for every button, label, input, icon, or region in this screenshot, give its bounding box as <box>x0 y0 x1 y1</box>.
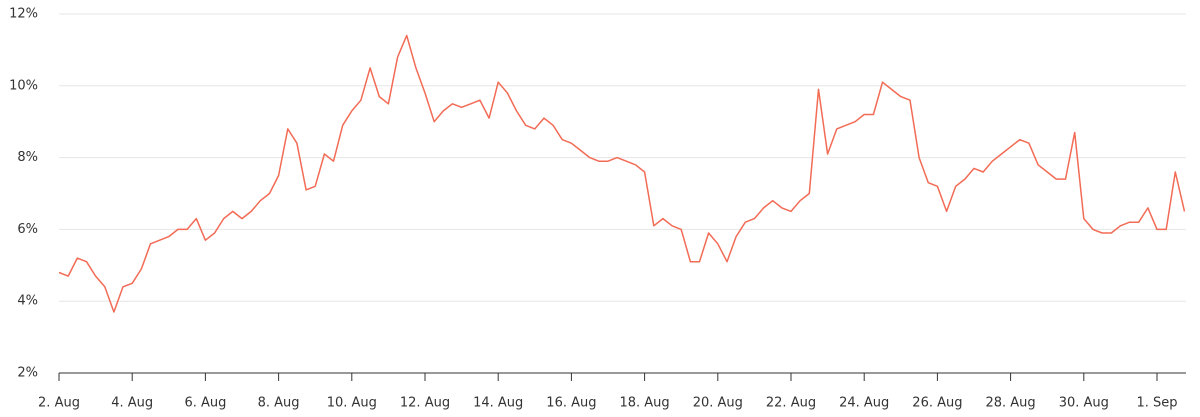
y-tick-label: 4% <box>17 294 38 309</box>
x-tick-label: 28. Aug <box>985 396 1035 411</box>
x-tick-label: 10. Aug <box>327 396 377 411</box>
x-tick-label: 6. Aug <box>184 396 226 411</box>
y-tick-label: 2% <box>17 366 38 381</box>
x-tick-label: 22. Aug <box>766 396 816 411</box>
data-line <box>58 34 1186 313</box>
x-tick-label: 1. Sep <box>1136 396 1177 411</box>
x-tick-label: 16. Aug <box>546 396 596 411</box>
y-tick-label: 12% <box>9 7 38 22</box>
x-tick-label: 26. Aug <box>912 396 962 411</box>
x-tick-label: 14. Aug <box>473 396 523 411</box>
x-tick-label: 24. Aug <box>839 396 889 411</box>
x-tick-label: 2. Aug <box>38 396 80 411</box>
x-tick-label: 30. Aug <box>1059 396 1109 411</box>
y-tick-label: 10% <box>9 78 38 93</box>
x-tick-label: 12. Aug <box>400 396 450 411</box>
y-tick-label: 6% <box>17 222 38 237</box>
x-tick-label: 18. Aug <box>619 396 669 411</box>
x-tick-label: 20. Aug <box>693 396 743 411</box>
y-tick-label: 8% <box>17 150 38 165</box>
x-tick-label: 8. Aug <box>258 396 300 411</box>
x-tick-label: 4. Aug <box>111 396 153 411</box>
